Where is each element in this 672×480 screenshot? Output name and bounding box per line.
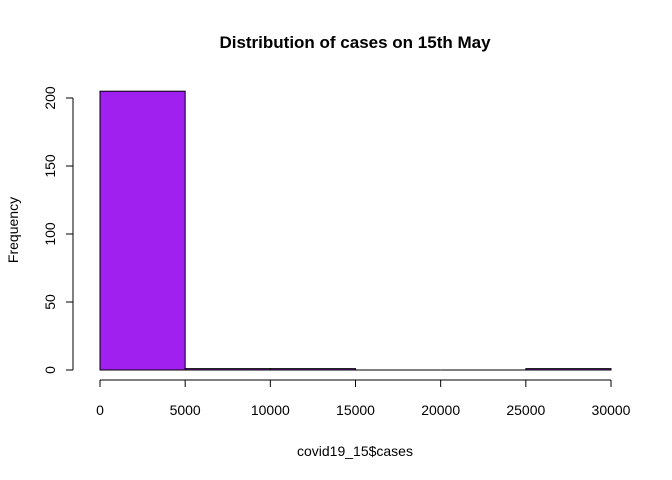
histogram-bar-2 [269, 368, 357, 371]
x-tick-label: 5000 [170, 402, 201, 418]
x-tick-label: 30000 [592, 402, 631, 418]
y-tick-label: 50 [42, 294, 58, 310]
y-tick-label: 200 [42, 86, 58, 110]
chart-title: Distribution of cases on 15th May [219, 33, 491, 52]
x-tick-label: 0 [96, 402, 104, 418]
y-axis-label: Frequency [5, 197, 21, 263]
x-tick-label: 10000 [251, 402, 290, 418]
x-axis-label: covid19_15$cases [297, 443, 413, 459]
histogram-bar-0 [99, 90, 186, 371]
x-tick-label: 20000 [421, 402, 460, 418]
x-tick-label: 15000 [336, 402, 375, 418]
x-axis: 0 5000 10000 15000 20000 25000 30000 [96, 379, 631, 418]
histogram-bar-1 [184, 368, 271, 371]
histogram-bar-5 [525, 368, 612, 371]
y-axis: 0 50 100 150 200 [42, 86, 74, 374]
y-tick-label: 0 [42, 366, 58, 374]
y-tick-label: 150 [42, 154, 58, 178]
y-tick-label: 100 [42, 222, 58, 246]
bars-group [99, 90, 612, 371]
x-tick-label: 25000 [506, 402, 545, 418]
